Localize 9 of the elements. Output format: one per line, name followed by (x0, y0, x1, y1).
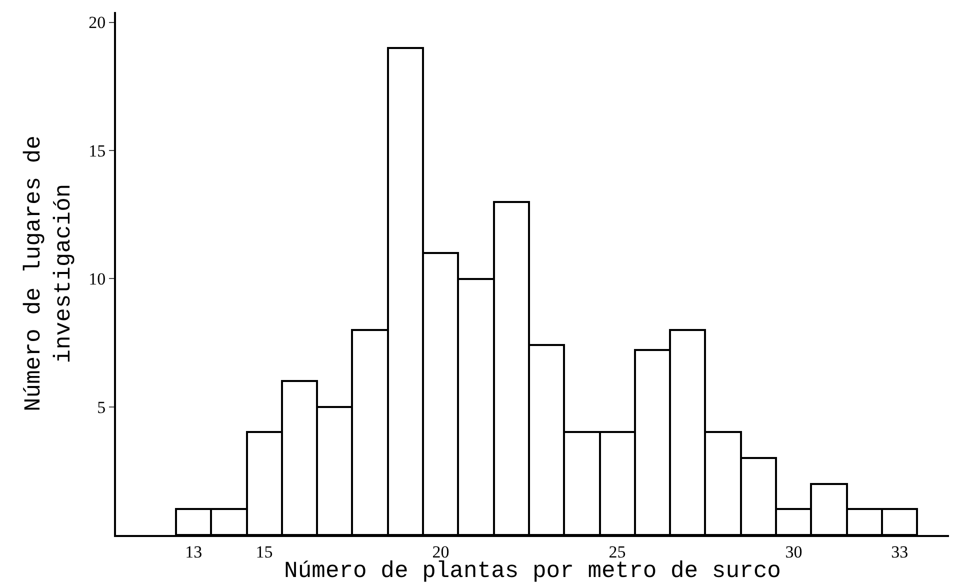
x-tick-label: 13 (185, 542, 202, 562)
y-tick-label: 15 (88, 141, 106, 160)
y-tick-label: 20 (88, 13, 106, 32)
y-tick-label: 10 (88, 270, 106, 289)
x-tick-label: 30 (785, 542, 802, 562)
x-tick-label: 15 (256, 542, 273, 562)
y-axis-title: Número de lugares de investigación (20, 135, 77, 412)
y-tick-label: 5 (97, 398, 106, 417)
x-tick-label: 33 (891, 542, 908, 562)
